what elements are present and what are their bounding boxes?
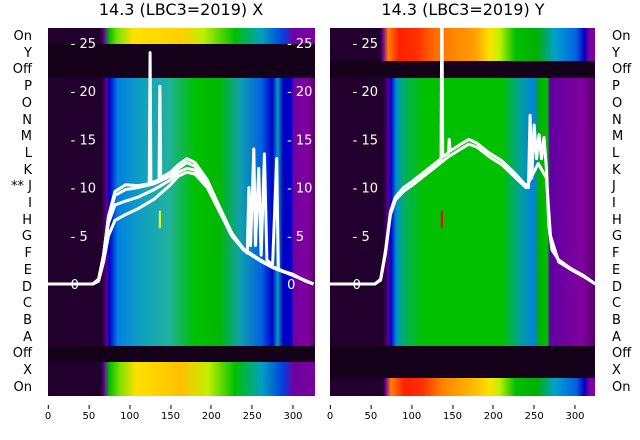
row-label-f: F: [612, 246, 620, 262]
row-label-l: L: [612, 145, 620, 161]
x-tick-label: 0: [45, 405, 51, 422]
row-label-a: A: [612, 329, 621, 345]
x-tick-label: 50: [82, 405, 95, 422]
x-tick-label: 100: [120, 405, 139, 422]
row-label-y: Y: [612, 45, 620, 61]
y-tick-label: - 20: [353, 85, 378, 100]
row-label-j: ** J: [11, 179, 32, 195]
x-tick-label: 300: [565, 405, 584, 422]
x-tick-label: 150: [161, 405, 180, 422]
y-tick-label: - 20: [71, 85, 96, 100]
row-label-on: On: [13, 379, 32, 395]
y-tick-label: - 15: [353, 133, 378, 148]
band-off-bottom: [330, 346, 595, 378]
row-label-e: E: [23, 262, 32, 278]
row-label-l: L: [24, 145, 32, 161]
row-label-o: O: [21, 95, 32, 111]
band-on-bottom: [330, 378, 595, 396]
title-x: 14.3 (LBC3=2019) X: [98, 0, 264, 19]
band-main: [48, 78, 315, 346]
heatmap-y: 0- 5- 10- 15- 20- 25: [330, 28, 595, 396]
y-tick-label: - 10: [287, 182, 312, 197]
row-label-h: H: [22, 212, 32, 228]
y-tick-label: - 15: [71, 133, 96, 148]
y-tick-label: - 5: [287, 230, 304, 245]
plot-overlay-x: 0- 5- 10- 15- 20- 25 0- 5- 10- 15- 20- 2…: [48, 37, 315, 293]
row-label-j: J: [612, 179, 616, 195]
y-tick-label: - 15: [287, 133, 312, 148]
y-tick-label: 0: [287, 278, 295, 293]
x-tick-label: 0: [327, 405, 333, 422]
x-tick-label: 50: [364, 405, 377, 422]
row-label-h: H: [612, 212, 622, 228]
row-label-g: G: [21, 229, 32, 245]
row-label-off: Off: [12, 62, 32, 78]
row-label-on: On: [612, 379, 631, 395]
band-off-top: [330, 61, 595, 78]
title-y: 14.3 (LBC3=2019) Y: [381, 0, 545, 19]
band-on-top: [330, 28, 595, 61]
row-label-on: On: [612, 29, 631, 44]
row-label-c: C: [612, 296, 622, 312]
row-label-e: E: [612, 262, 621, 278]
plot-overlay-y: 0- 5- 10- 15- 20- 25: [330, 28, 595, 293]
band-on-bottom: [48, 362, 315, 396]
row-label-n: N: [612, 112, 622, 128]
row-label-g: G: [612, 229, 623, 245]
series-line1: [330, 28, 595, 286]
band-main: [330, 78, 595, 346]
row-label-k: K: [612, 162, 621, 178]
band-on-top: [48, 28, 315, 44]
x-tick-label: 200: [484, 405, 503, 422]
y-tick-label: - 25: [353, 37, 378, 52]
row-label-m: M: [20, 129, 32, 145]
x-tick-label: 200: [202, 405, 221, 422]
row-label-i: I: [28, 196, 32, 211]
x-tick-label: 100: [402, 405, 421, 422]
row-label-on: On: [13, 29, 32, 44]
x-tick-label: 300: [283, 405, 302, 422]
row-label-b: B: [612, 312, 621, 328]
row-label-d: D: [612, 279, 623, 295]
row-label-d: D: [21, 279, 32, 295]
row-label-x: X: [612, 363, 621, 378]
band-off-bottom: [48, 346, 315, 362]
row-label-i: I: [612, 196, 616, 211]
row-label-m: M: [612, 129, 624, 145]
row-label-n: N: [22, 112, 32, 128]
y-tick-label: - 10: [353, 182, 378, 197]
x-tick-label: 250: [525, 405, 544, 422]
row-label-p: P: [612, 79, 620, 95]
y-tick-label: - 25: [287, 37, 312, 52]
row-label-a: A: [23, 329, 32, 345]
x-tick-label: 150: [443, 405, 462, 422]
row-label-c: C: [22, 296, 32, 312]
y-tick-label: - 10: [71, 182, 96, 197]
row-label-k: K: [23, 162, 32, 178]
y-tick-label: - 5: [353, 230, 370, 245]
row-label-f: F: [24, 246, 32, 262]
row-label-off: Off: [12, 346, 32, 362]
series-line1: [48, 51, 314, 286]
y-tick-label: - 20: [287, 85, 312, 100]
series-line2: [330, 142, 595, 286]
x-tick-label: 250: [243, 405, 262, 422]
y-tick-label: - 25: [71, 37, 96, 52]
row-label-o: O: [612, 95, 623, 111]
series-line4: [48, 170, 315, 286]
row-label-y: Y: [24, 45, 32, 61]
row-label-p: P: [24, 79, 32, 95]
heatmap-x: 0- 5- 10- 15- 20- 25 0- 5- 10- 15- 20- 2…: [48, 28, 315, 396]
row-label-off: Off: [612, 346, 632, 362]
row-label-x: X: [23, 363, 32, 378]
band-off-top: [48, 44, 315, 78]
y-tick-label: - 5: [71, 230, 88, 245]
row-label-b: B: [23, 312, 32, 328]
row-label-off: Off: [612, 62, 632, 78]
